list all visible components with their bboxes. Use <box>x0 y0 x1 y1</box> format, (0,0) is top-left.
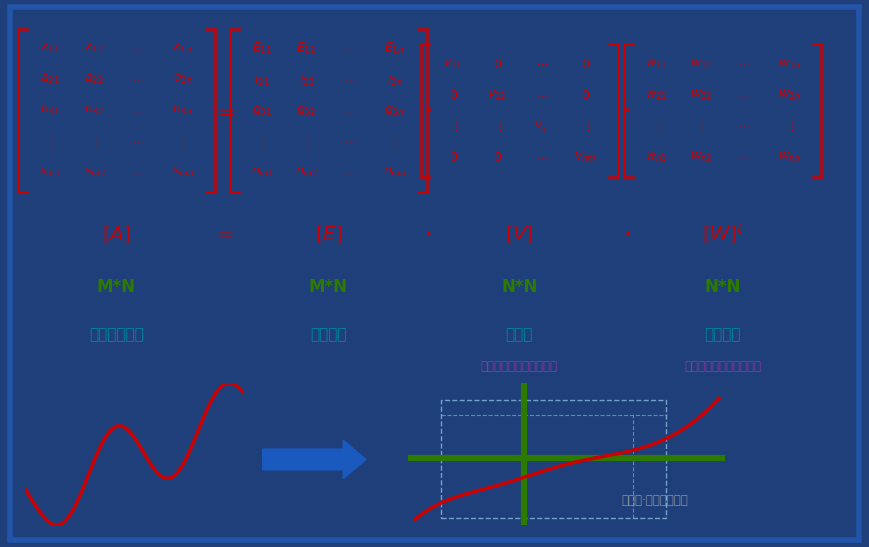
Text: $\vdots$: $\vdots$ <box>390 135 399 149</box>
Text: $x_{11}$: $x_{11}$ <box>40 42 60 55</box>
Text: $\cdots$: $\cdots$ <box>739 58 752 71</box>
Text: $\cdot$: $\cdot$ <box>424 97 432 125</box>
Text: 本征值: 本征值 <box>506 328 533 342</box>
Text: $\cdots$: $\cdots$ <box>132 104 145 117</box>
Text: $[E]$: $[E]$ <box>315 223 342 244</box>
Text: $n_{31}$: $n_{31}$ <box>40 104 61 117</box>
Text: $[A]$: $[A]$ <box>102 223 131 244</box>
Text: $w_{1n}$: $w_{1n}$ <box>778 57 800 71</box>
Text: $w_{2n}$: $w_{2n}$ <box>778 89 800 102</box>
Text: $i_{22}$: $i_{22}$ <box>299 72 315 88</box>
Text: $i_{2n}$: $i_{2n}$ <box>387 72 402 88</box>
Text: $w_{22}$: $w_{22}$ <box>690 89 712 102</box>
Text: $v_{12}$: $v_{12}$ <box>488 89 507 102</box>
Text: $\cdots$: $\cdots$ <box>132 166 145 179</box>
Text: N*N: N*N <box>501 278 538 296</box>
Text: $\vdots$: $\vdots$ <box>448 119 458 133</box>
Text: $a_{2n}$: $a_{2n}$ <box>173 73 193 86</box>
Text: $\cdots$: $\cdots$ <box>739 120 752 133</box>
Text: 吸收谱数据组: 吸收谱数据组 <box>89 328 144 342</box>
Text: $a_{22}$: $a_{22}$ <box>84 73 104 86</box>
Text: $\vdots$: $\vdots$ <box>493 119 501 133</box>
Text: $\cdots$: $\cdots$ <box>534 58 548 71</box>
Text: $\cdots$: $\cdots$ <box>132 135 145 148</box>
Text: $w_{nn}$: $w_{nn}$ <box>778 150 800 164</box>
Text: $g_{32}$: $g_{32}$ <box>296 104 316 118</box>
Text: $0$: $0$ <box>448 89 458 102</box>
Text: $0$: $0$ <box>580 89 590 102</box>
Text: $\vdots$: $\vdots$ <box>90 135 99 149</box>
Text: （在整个数据组的权重）: （在整个数据组的权重） <box>481 360 558 374</box>
Text: $\cdots$: $\cdots$ <box>132 73 145 86</box>
Text: $w_{11}$: $w_{11}$ <box>646 57 668 71</box>
Text: $v_{11}$: $v_{11}$ <box>443 57 463 71</box>
Text: M*N: M*N <box>97 278 136 296</box>
Text: $v_{nm}$: $v_{nm}$ <box>574 150 597 164</box>
Text: $E_{1n}$: $E_{1n}$ <box>384 41 405 56</box>
Text: $g_{3n}$: $g_{3n}$ <box>384 104 405 118</box>
Text: $[W]^t$: $[W]^t$ <box>701 222 744 246</box>
Text: $a_{21}$: $a_{21}$ <box>40 73 60 86</box>
Text: $\vdots$: $\vdots$ <box>178 135 187 149</box>
Text: $i_{21}$: $i_{21}$ <box>255 72 270 88</box>
Text: $n_{m1}$: $n_{m1}$ <box>251 166 274 179</box>
Text: 权重因子: 权重因子 <box>705 328 741 342</box>
Text: $\cdots$: $\cdots$ <box>344 42 357 55</box>
Text: $\vdots$: $\vdots$ <box>302 135 311 149</box>
Text: $\cdots$: $\cdots$ <box>132 42 145 55</box>
Text: $\vdots$: $\vdots$ <box>258 135 267 149</box>
Text: 公众号·生化环材前沿: 公众号·生化环材前沿 <box>621 494 688 507</box>
Text: $\cdots$: $\cdots$ <box>344 104 357 117</box>
Text: （单个谱的权重重要性）: （单个谱的权重重要性） <box>685 360 761 374</box>
Text: $\cdots$: $\cdots$ <box>344 135 357 148</box>
Text: $w_{n1}$: $w_{n1}$ <box>646 150 668 164</box>
Text: $v_{ij}$: $v_{ij}$ <box>534 119 548 133</box>
Text: $s_{mn}$: $s_{mn}$ <box>171 166 194 179</box>
Text: $w_{21}$: $w_{21}$ <box>646 89 668 102</box>
FancyArrow shape <box>262 440 366 479</box>
Text: $\cdots$: $\cdots$ <box>344 166 357 179</box>
Text: $0$: $0$ <box>493 150 501 164</box>
Text: $[V]$: $[V]$ <box>505 223 534 244</box>
Text: $0$: $0$ <box>448 150 458 164</box>
Text: $E_{11}$: $E_{11}$ <box>252 41 272 56</box>
Text: $n_{3n}$: $n_{3n}$ <box>172 104 193 117</box>
Text: $\cdots$: $\cdots$ <box>534 150 548 164</box>
Text: $=$: $=$ <box>214 224 235 243</box>
Text: $\vdots$: $\vdots$ <box>696 119 706 133</box>
Text: $0$: $0$ <box>493 58 501 71</box>
Text: $x_{1n}$: $x_{1n}$ <box>172 42 193 55</box>
Text: $E_{12}$: $E_{12}$ <box>296 41 316 56</box>
Text: $\cdot$: $\cdot$ <box>622 222 630 246</box>
Text: $w_{12}$: $w_{12}$ <box>690 57 712 71</box>
Text: $\cdot$: $\cdot$ <box>622 97 630 125</box>
Text: $\cdot$: $\cdot$ <box>424 222 431 246</box>
Text: $w_{n2}$: $w_{n2}$ <box>690 150 712 164</box>
Text: $\vdots$: $\vdots$ <box>785 119 793 133</box>
Text: $\cdots$: $\cdots$ <box>534 89 548 102</box>
Text: $\vdots$: $\vdots$ <box>46 135 55 149</box>
Text: $\cdots$: $\cdots$ <box>739 89 752 102</box>
Text: $s_{m2}$: $s_{m2}$ <box>83 166 105 179</box>
Text: $0$: $0$ <box>580 58 590 71</box>
Text: $g_{31}$: $g_{31}$ <box>252 104 273 118</box>
Text: $\cdots$: $\cdots$ <box>344 73 357 86</box>
Text: $\vdots$: $\vdots$ <box>581 119 590 133</box>
Text: $n_{mn}$: $n_{mn}$ <box>383 166 407 179</box>
Text: $n_{32}$: $n_{32}$ <box>84 104 104 117</box>
Text: M*N: M*N <box>309 278 348 296</box>
Text: $x_{12}$: $x_{12}$ <box>84 42 104 55</box>
Text: $=$: $=$ <box>213 101 235 121</box>
Text: $s_{m1}$: $s_{m1}$ <box>39 166 61 179</box>
Text: $\cdots$: $\cdots$ <box>739 150 752 164</box>
Text: $n_{m2}$: $n_{m2}$ <box>295 166 318 179</box>
Text: N*N: N*N <box>705 278 741 296</box>
Text: $\vdots$: $\vdots$ <box>653 119 661 133</box>
Text: 组元数组: 组元数组 <box>310 328 347 342</box>
